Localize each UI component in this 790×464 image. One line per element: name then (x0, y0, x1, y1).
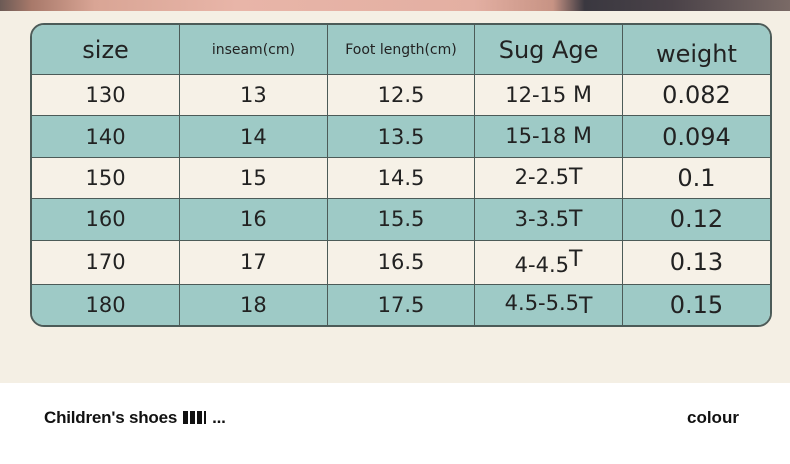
table-row: 140 14 13.5 15-18 M 0.094 (32, 115, 770, 158)
product-title[interactable]: Children's shoes... (44, 408, 226, 429)
redacted-text-icon (183, 409, 208, 429)
cell-weight: 0.082 (621, 73, 770, 117)
cell-foot-length: 17.5 (326, 283, 476, 325)
header-inseam: inseam(cm) (179, 25, 328, 75)
cell-weight: 0.15 (621, 283, 770, 325)
product-photo-strip (0, 0, 790, 11)
age-range: 15-18 (505, 124, 567, 149)
cell-age: 3-3.5T (474, 198, 623, 241)
cell-age: 2-2.5T (474, 156, 623, 200)
product-title-text: Children's shoes (44, 408, 178, 427)
cell-age: 4.5-5.5T (474, 283, 623, 325)
age-unit: T (569, 165, 583, 191)
age-range: 4-4.5 (514, 253, 570, 278)
cell-foot-length: 12.5 (326, 73, 476, 117)
header-foot-length: Foot length(cm) (326, 25, 476, 75)
cell-inseam: 16 (179, 198, 328, 241)
table-row: 130 13 12.5 12-15 M 0.082 (32, 73, 770, 117)
cell-size: 160 (32, 198, 181, 241)
cell-size: 180 (32, 283, 181, 325)
header-weight: weight (621, 25, 770, 75)
cell-age: 12-15 M (474, 73, 623, 117)
age-unit: T (569, 247, 583, 273)
table-row: 180 18 17.5 4.5-5.5T 0.15 (32, 283, 770, 325)
cell-weight: 0.094 (621, 115, 770, 158)
cell-age: 4-4.5T (474, 239, 623, 285)
cell-inseam: 17 (179, 239, 328, 285)
cell-weight: 0.13 (621, 239, 770, 285)
age-unit: T (569, 206, 583, 232)
cell-inseam: 18 (179, 283, 328, 325)
table-row: 160 16 15.5 3-3.5T 0.12 (32, 198, 770, 241)
age-range: 12-15 (505, 82, 567, 107)
age-unit: M (572, 124, 592, 150)
cell-weight: 0.12 (621, 198, 770, 241)
cell-size: 150 (32, 156, 181, 200)
cell-foot-length: 16.5 (326, 239, 476, 285)
product-info-bar (0, 384, 790, 464)
header-size: size (32, 25, 181, 75)
cell-size: 140 (32, 115, 181, 158)
cell-age: 15-18 M (474, 115, 623, 158)
header-sug-age: Sug Age (474, 25, 623, 75)
cell-foot-length: 15.5 (326, 198, 476, 241)
age-range: 2-2.5 (514, 165, 570, 190)
colour-option-label[interactable]: colour (687, 408, 739, 427)
truncation-ellipsis: ... (212, 408, 226, 427)
cell-foot-length: 14.5 (326, 156, 476, 200)
table-row: 150 15 14.5 2-2.5T 0.1 (32, 156, 770, 200)
cell-inseam: 14 (179, 115, 328, 158)
age-range: 3-3.5 (514, 206, 570, 231)
cell-size: 170 (32, 239, 181, 285)
age-unit: T (579, 293, 593, 319)
cell-size: 130 (32, 73, 181, 117)
age-range: 4.5-5.5 (504, 290, 580, 315)
cell-inseam: 13 (179, 73, 328, 117)
table-row: 170 17 16.5 4-4.5T 0.13 (32, 239, 770, 285)
size-chart-table: size inseam(cm) Foot length(cm) Sug Age … (30, 23, 772, 327)
table-header-row: size inseam(cm) Foot length(cm) Sug Age … (32, 25, 770, 75)
cell-weight: 0.1 (621, 156, 770, 200)
cell-foot-length: 13.5 (326, 115, 476, 158)
cell-inseam: 15 (179, 156, 328, 200)
age-unit: M (572, 82, 592, 108)
